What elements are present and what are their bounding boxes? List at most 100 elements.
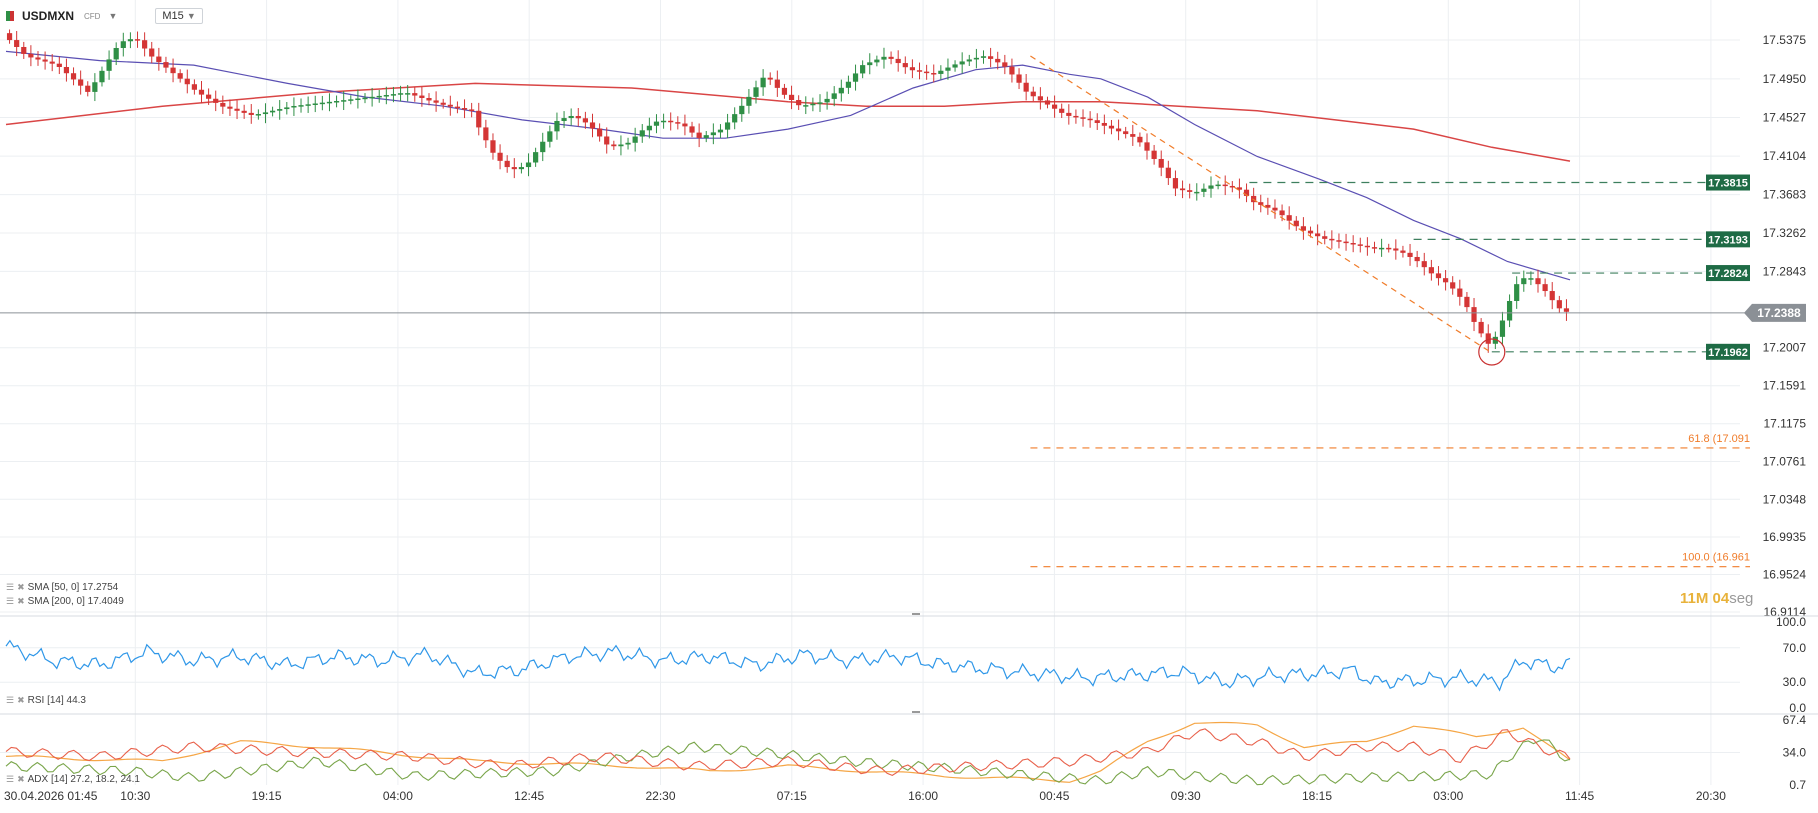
candle-body [945, 67, 951, 71]
candle-body [1144, 142, 1150, 151]
candle-body [99, 70, 105, 83]
panel-resize-handle [912, 613, 920, 615]
candle-body [810, 103, 816, 106]
candle-body [206, 94, 212, 99]
candle-body [483, 127, 489, 141]
candle-body [874, 59, 880, 63]
level-label-box [1706, 231, 1750, 248]
candle-body [980, 56, 987, 58]
candle-body [774, 79, 780, 88]
candle-body [1037, 96, 1043, 101]
candle-body [1499, 320, 1506, 337]
candle-body [1556, 300, 1562, 309]
low-marker-circle [1478, 338, 1506, 366]
candle-body [1293, 220, 1299, 227]
close-icon[interactable]: ✖ [17, 695, 25, 705]
menu-icon[interactable]: ☰ [6, 582, 15, 592]
candle-body [1329, 238, 1335, 241]
chevron-down-icon[interactable]: ▼ [108, 11, 118, 21]
candle-body [753, 87, 759, 97]
candle-body [582, 118, 588, 123]
price-axis-label: 17.4104 [1763, 149, 1807, 163]
legend-sma50[interactable]: ☰ ✖ SMA [50, 0] 17.2754 [6, 582, 118, 593]
candle-body [504, 160, 510, 168]
close-icon[interactable]: ✖ [17, 774, 25, 784]
candle-body [63, 66, 70, 74]
candle-body [291, 105, 297, 108]
candle-body [234, 108, 240, 111]
close-icon[interactable]: ✖ [17, 582, 25, 592]
candle-body [1130, 134, 1136, 137]
candle-body [469, 109, 475, 111]
candle-body [973, 57, 979, 60]
candle-body [127, 39, 134, 42]
candle-body [732, 114, 738, 123]
candle-body [497, 152, 503, 161]
candle-body [28, 53, 34, 58]
panel-resize-handle [912, 711, 920, 713]
broker-logo-icon [6, 11, 14, 21]
candle-body [21, 46, 27, 54]
timeframe-label: M15 [162, 10, 184, 22]
candle-body [1521, 278, 1527, 285]
menu-icon[interactable]: ☰ [6, 774, 15, 784]
legend-rsi[interactable]: ☰ ✖ RSI [14] 44.3 [6, 695, 86, 706]
sma200-line [5, 82, 1571, 162]
rsi-axis-label: 100.0 [1776, 615, 1806, 629]
legend-sma200[interactable]: ☰ ✖ SMA [200, 0] 17.4049 [6, 596, 124, 607]
price-axis-label: 17.3683 [1763, 188, 1807, 202]
candle-body [333, 101, 340, 103]
candle-body [653, 121, 660, 126]
candle-body [824, 98, 830, 103]
candle-body [909, 67, 916, 71]
candle-body [1023, 82, 1029, 92]
candle-body [120, 41, 126, 48]
candle-body [1514, 284, 1520, 301]
candle-body [589, 122, 596, 129]
candle-body [1442, 278, 1449, 283]
candle-body [597, 128, 603, 137]
symbol-name[interactable]: USDMXN [22, 9, 75, 23]
timeframe-selector[interactable]: M15 ▼ [155, 8, 203, 24]
candle-body [739, 105, 745, 115]
candle-body [305, 104, 311, 106]
time-axis-label: 04:00 [383, 789, 413, 803]
candle-body [1364, 245, 1370, 248]
candle-body [412, 93, 418, 96]
candle-body [476, 110, 482, 128]
candle-body [703, 135, 709, 138]
candle-body [1194, 191, 1200, 194]
candle-body [852, 73, 859, 82]
time-axis-label: 16:00 [908, 789, 938, 803]
candle-body [1350, 242, 1356, 245]
level-label: 17.3193 [1708, 234, 1748, 246]
price-axis-label: 16.9935 [1763, 530, 1807, 544]
menu-icon[interactable]: ☰ [6, 596, 15, 606]
candle-body [781, 87, 788, 95]
candle-body [1371, 247, 1378, 249]
menu-icon[interactable]: ☰ [6, 695, 15, 705]
candle-body [369, 96, 375, 99]
price-axis-label: 17.1175 [1764, 417, 1807, 431]
price-axis-label: 16.9524 [1763, 568, 1807, 582]
candle-body [561, 118, 567, 121]
candle-body [554, 120, 560, 132]
price-axis-label: 17.0348 [1763, 492, 1807, 506]
candle-body [1222, 184, 1228, 187]
time-axis-label: 10:30 [120, 789, 150, 803]
candle-body [113, 47, 119, 60]
candle-body [1542, 284, 1548, 292]
candle-body [142, 40, 148, 49]
candle-body [198, 89, 205, 95]
candle-body [682, 123, 688, 127]
di-minus-line [5, 728, 1571, 777]
close-icon[interactable]: ✖ [17, 596, 25, 606]
candle-body [1201, 188, 1207, 192]
candle-body [1414, 256, 1420, 262]
time-axis-label: 30.04.2026 01:45 [4, 789, 98, 803]
legend-adx[interactable]: ☰ ✖ ADX [14] 27.2, 18.2, 24.1 [6, 774, 140, 785]
candle-body [938, 70, 944, 74]
candle-body [916, 70, 923, 72]
candle-body [696, 132, 702, 138]
